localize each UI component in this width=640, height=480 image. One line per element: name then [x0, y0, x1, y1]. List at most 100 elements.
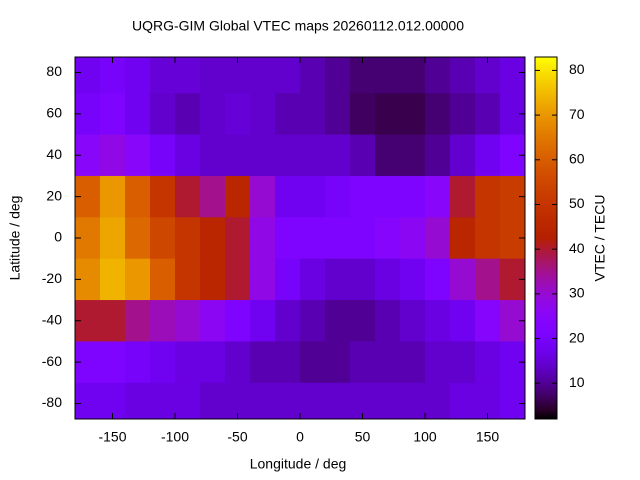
heatmap-cell: [350, 258, 376, 301]
heatmap-cell: [175, 258, 201, 301]
heatmap-cell: [150, 57, 176, 94]
heatmap-cell: [300, 258, 326, 301]
heatmap-cell: [425, 341, 451, 384]
heatmap-cell: [150, 217, 176, 260]
y-tick-label: -40: [42, 311, 62, 327]
heatmap-cell: [400, 57, 426, 94]
heatmap-cell: [325, 217, 351, 260]
heatmap-cell: [100, 57, 126, 94]
heatmap-cell: [400, 217, 426, 260]
heatmap-cell: [375, 175, 401, 218]
heatmap-cell: [300, 175, 326, 218]
heatmap-cell: [225, 300, 251, 342]
heatmap-cell: [375, 217, 401, 260]
heatmap-cell: [100, 134, 126, 177]
heatmap-cell: [450, 134, 476, 177]
heatmap-cell: [475, 93, 501, 136]
heatmap-cell: [400, 134, 426, 177]
heatmap-cell: [300, 382, 326, 419]
heatmap-cell: [425, 258, 451, 301]
heatmap-cell: [275, 382, 301, 419]
heatmap-cell: [375, 258, 401, 301]
heatmap-cell: [325, 57, 351, 94]
heatmap-cell: [175, 134, 201, 177]
heatmap-cell: [200, 93, 226, 136]
heatmap-cell: [450, 57, 476, 94]
x-axis-label: Longitude / deg: [250, 456, 347, 472]
y-tick-label: 40: [46, 146, 62, 162]
y-tick-label: -60: [42, 353, 62, 369]
heatmap-cell: [225, 134, 251, 177]
colorbar-tick-label: 80: [569, 61, 585, 77]
heatmap-cell: [275, 341, 301, 384]
heatmap-cell: [425, 57, 451, 94]
heatmap-cell: [150, 341, 176, 384]
heatmap-cell: [225, 175, 251, 218]
heatmap-cell: [250, 57, 276, 94]
heatmap-cell: [100, 382, 126, 419]
colorbar: [534, 56, 558, 420]
heatmap-cell: [125, 57, 151, 94]
heatmap-cell: [400, 300, 426, 342]
heatmap-cell: [400, 382, 426, 419]
x-tick-label: 0: [296, 429, 304, 445]
heatmap-cell: [375, 341, 401, 384]
colorbar-tick-label: 60: [569, 150, 585, 166]
x-tick-label: -50: [227, 429, 247, 445]
heatmap-cell: [350, 175, 376, 218]
heatmap-cell: [500, 382, 525, 419]
heatmap-cell: [100, 341, 126, 384]
heatmap-cell: [200, 175, 226, 218]
heatmap-cell: [125, 134, 151, 177]
heatmap-cell: [125, 258, 151, 301]
heatmap-cell: [350, 93, 376, 136]
heatmap-cell: [125, 175, 151, 218]
heatmap-cell: [375, 57, 401, 94]
colorbar-tick-label: 70: [569, 106, 585, 122]
heatmap-cell: [450, 300, 476, 342]
heatmap-cell: [300, 217, 326, 260]
heatmap-cell: [125, 93, 151, 136]
heatmap-cell: [375, 134, 401, 177]
heatmap-cell: [250, 217, 276, 260]
heatmap-cell: [100, 175, 126, 218]
heatmap-cell: [75, 382, 101, 419]
x-tick-label: 100: [413, 429, 437, 445]
heatmap-cell: [150, 300, 176, 342]
heatmap-cell: [350, 300, 376, 342]
heatmap-cell: [150, 134, 176, 177]
heatmap-cell: [325, 300, 351, 342]
heatmap-cell: [325, 93, 351, 136]
heatmap-cell: [350, 217, 376, 260]
heatmap-cell: [100, 258, 126, 301]
y-tick-label: -80: [42, 394, 62, 410]
heatmap-cell: [400, 341, 426, 384]
heatmap-cell: [100, 93, 126, 136]
heatmap-cell: [175, 382, 201, 419]
heatmap-cell: [375, 382, 401, 419]
heatmap-cell: [350, 382, 376, 419]
heatmap-cell: [475, 300, 501, 342]
heatmap-cell: [275, 217, 301, 260]
heatmap-cell: [275, 134, 301, 177]
heatmap-cell: [425, 382, 451, 419]
heatmap-cell: [125, 382, 151, 419]
heatmap-cell: [200, 217, 226, 260]
heatmap-cell: [250, 300, 276, 342]
heatmap-cell: [200, 258, 226, 301]
heatmap-cell: [125, 217, 151, 260]
heatmap-cell: [475, 258, 501, 301]
heatmap-cell: [475, 382, 501, 419]
heatmap-cell: [200, 57, 226, 94]
heatmap-cell: [250, 134, 276, 177]
heatmap-cell: [100, 217, 126, 260]
heatmap-cell: [300, 300, 326, 342]
heatmap-cell: [100, 300, 126, 342]
heatmap-cell: [175, 57, 201, 94]
heatmap-cell: [450, 175, 476, 218]
heatmap-cell: [275, 300, 301, 342]
y-tick-label: 60: [46, 105, 62, 121]
heatmap-cell: [300, 134, 326, 177]
heatmap-cell: [200, 382, 226, 419]
